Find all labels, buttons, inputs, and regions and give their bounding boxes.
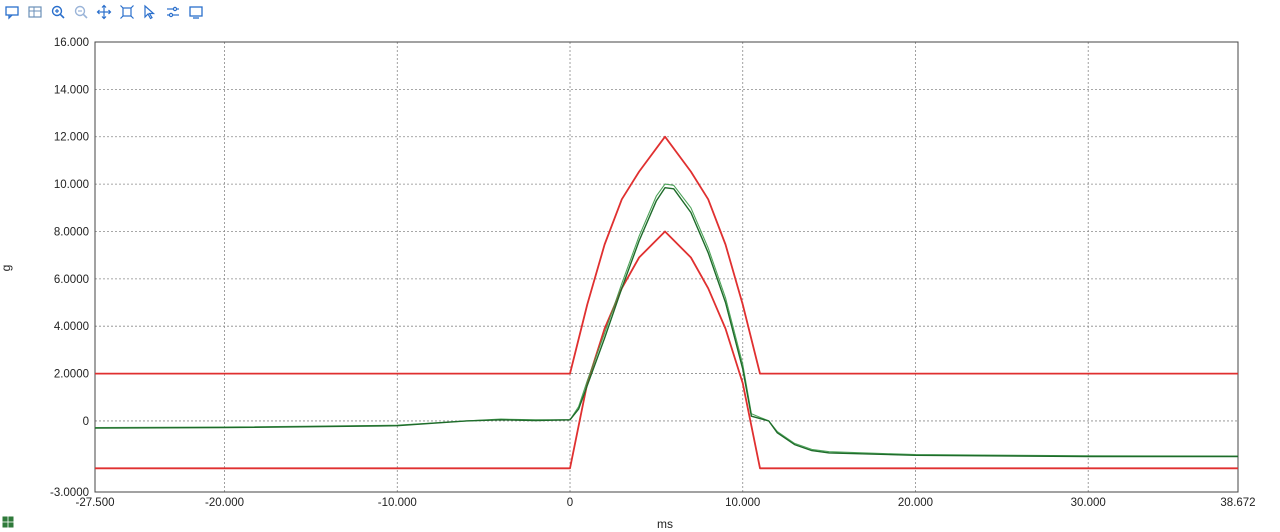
y-tick-label: 14.000 (54, 84, 89, 96)
x-tick-labels: -27.500 -20.000 -10.000 0 10.000 20.000 30.000… (75, 497, 1255, 509)
x-axis-label: ms (657, 517, 673, 531)
zoom-out-icon[interactable] (71, 3, 90, 22)
series-group (94, 135, 1239, 470)
x-tick-label: -10.000 (378, 497, 417, 509)
comment-icon[interactable] (2, 3, 21, 22)
plot-area (94, 41, 1239, 493)
y-tick-label: 4.0000 (54, 321, 89, 333)
table-icon[interactable] (25, 3, 44, 22)
series-line-measured-reference (94, 183, 1239, 457)
screen-icon[interactable] (186, 3, 205, 22)
status-grid-icon (2, 516, 14, 528)
y-tick-label: 16.000 (54, 37, 89, 49)
x-tick-label: 20.000 (898, 497, 933, 509)
x-tick-label: 0 (567, 497, 573, 509)
pan-icon[interactable] (94, 3, 113, 22)
chart-toolbar (0, 0, 1280, 24)
y-tick-labels: -3.0000 0 2.0000 4.0000 6.0000 8.0000 10.000 12… (50, 37, 89, 499)
y-tick-label: 10.000 (54, 179, 89, 191)
select-icon[interactable] (140, 3, 159, 22)
y-tick-label: -3.0000 (50, 487, 89, 499)
series-line-upper-limit (95, 135, 1238, 375)
zoom-in-icon[interactable] (48, 3, 67, 22)
x-tick-label: -27.500 (75, 497, 114, 509)
y-tick-label: 12.000 (54, 132, 89, 144)
y-tick-label: 6.0000 (54, 274, 89, 286)
shock-pulse-chart: -3.0000 0 2.0000 4.0000 6.0000 8.0000 10.000 12… (0, 37, 1256, 531)
y-axis-label: g (0, 265, 13, 272)
x-tick-label: 30.000 (1071, 497, 1106, 509)
y-tick-label: 0 (83, 416, 89, 428)
y-tick-label: 2.0000 (54, 369, 89, 381)
fit-icon[interactable] (117, 3, 136, 22)
settings-icon[interactable] (163, 3, 182, 22)
x-tick-label: -20.000 (205, 497, 244, 509)
series-line-lower-limit (95, 230, 1238, 470)
y-tick-label: 8.0000 (54, 226, 89, 238)
x-tick-label: 10.000 (725, 497, 760, 509)
x-tick-label: 38.672 (1220, 497, 1255, 509)
series-line-measured (94, 187, 1238, 458)
grid-lines (95, 42, 1238, 492)
